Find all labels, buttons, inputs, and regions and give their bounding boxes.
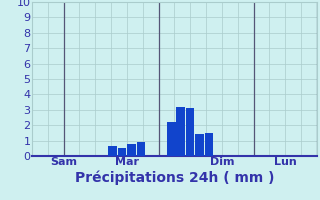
- X-axis label: Précipitations 24h ( mm ): Précipitations 24h ( mm ): [75, 170, 274, 185]
- Bar: [205, 133, 213, 156]
- Bar: [196, 134, 204, 156]
- Bar: [108, 146, 117, 156]
- Bar: [186, 108, 195, 156]
- Bar: [137, 142, 146, 156]
- Bar: [127, 144, 136, 156]
- Bar: [118, 148, 126, 156]
- Bar: [167, 122, 175, 156]
- Bar: [176, 107, 185, 156]
